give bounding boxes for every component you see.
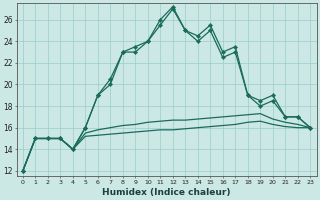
X-axis label: Humidex (Indice chaleur): Humidex (Indice chaleur) <box>102 188 231 197</box>
